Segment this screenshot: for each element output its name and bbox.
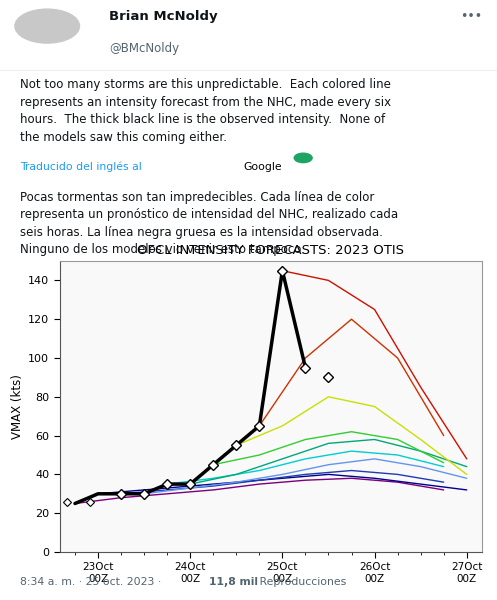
Text: Brian McNoldy: Brian McNoldy (109, 10, 218, 23)
Circle shape (294, 153, 312, 163)
Text: Traducido del inglés al: Traducido del inglés al (20, 162, 145, 172)
Text: 8:34 a. m. · 25 oct. 2023 ·: 8:34 a. m. · 25 oct. 2023 · (20, 577, 165, 587)
Text: 11,8 mil: 11,8 mil (209, 577, 258, 587)
Text: Reproducciones: Reproducciones (256, 577, 346, 587)
Text: Pocas tormentas son tan impredecibles. Cada línea de color
representa un pronóst: Pocas tormentas son tan impredecibles. C… (20, 191, 398, 256)
Text: Google: Google (244, 162, 282, 172)
Circle shape (15, 9, 80, 43)
Text: @BMcNoldy: @BMcNoldy (109, 42, 179, 55)
Y-axis label: VMAX (kts): VMAX (kts) (11, 374, 24, 439)
Title: OFCL INTENSITY FORECASTS: 2023 OTIS: OFCL INTENSITY FORECASTS: 2023 OTIS (137, 244, 405, 257)
Text: ✓: ✓ (299, 151, 307, 160)
Text: Not too many storms are this unpredictable.  Each colored line
represents an int: Not too many storms are this unpredictab… (20, 79, 391, 144)
Text: •••: ••• (460, 10, 482, 23)
